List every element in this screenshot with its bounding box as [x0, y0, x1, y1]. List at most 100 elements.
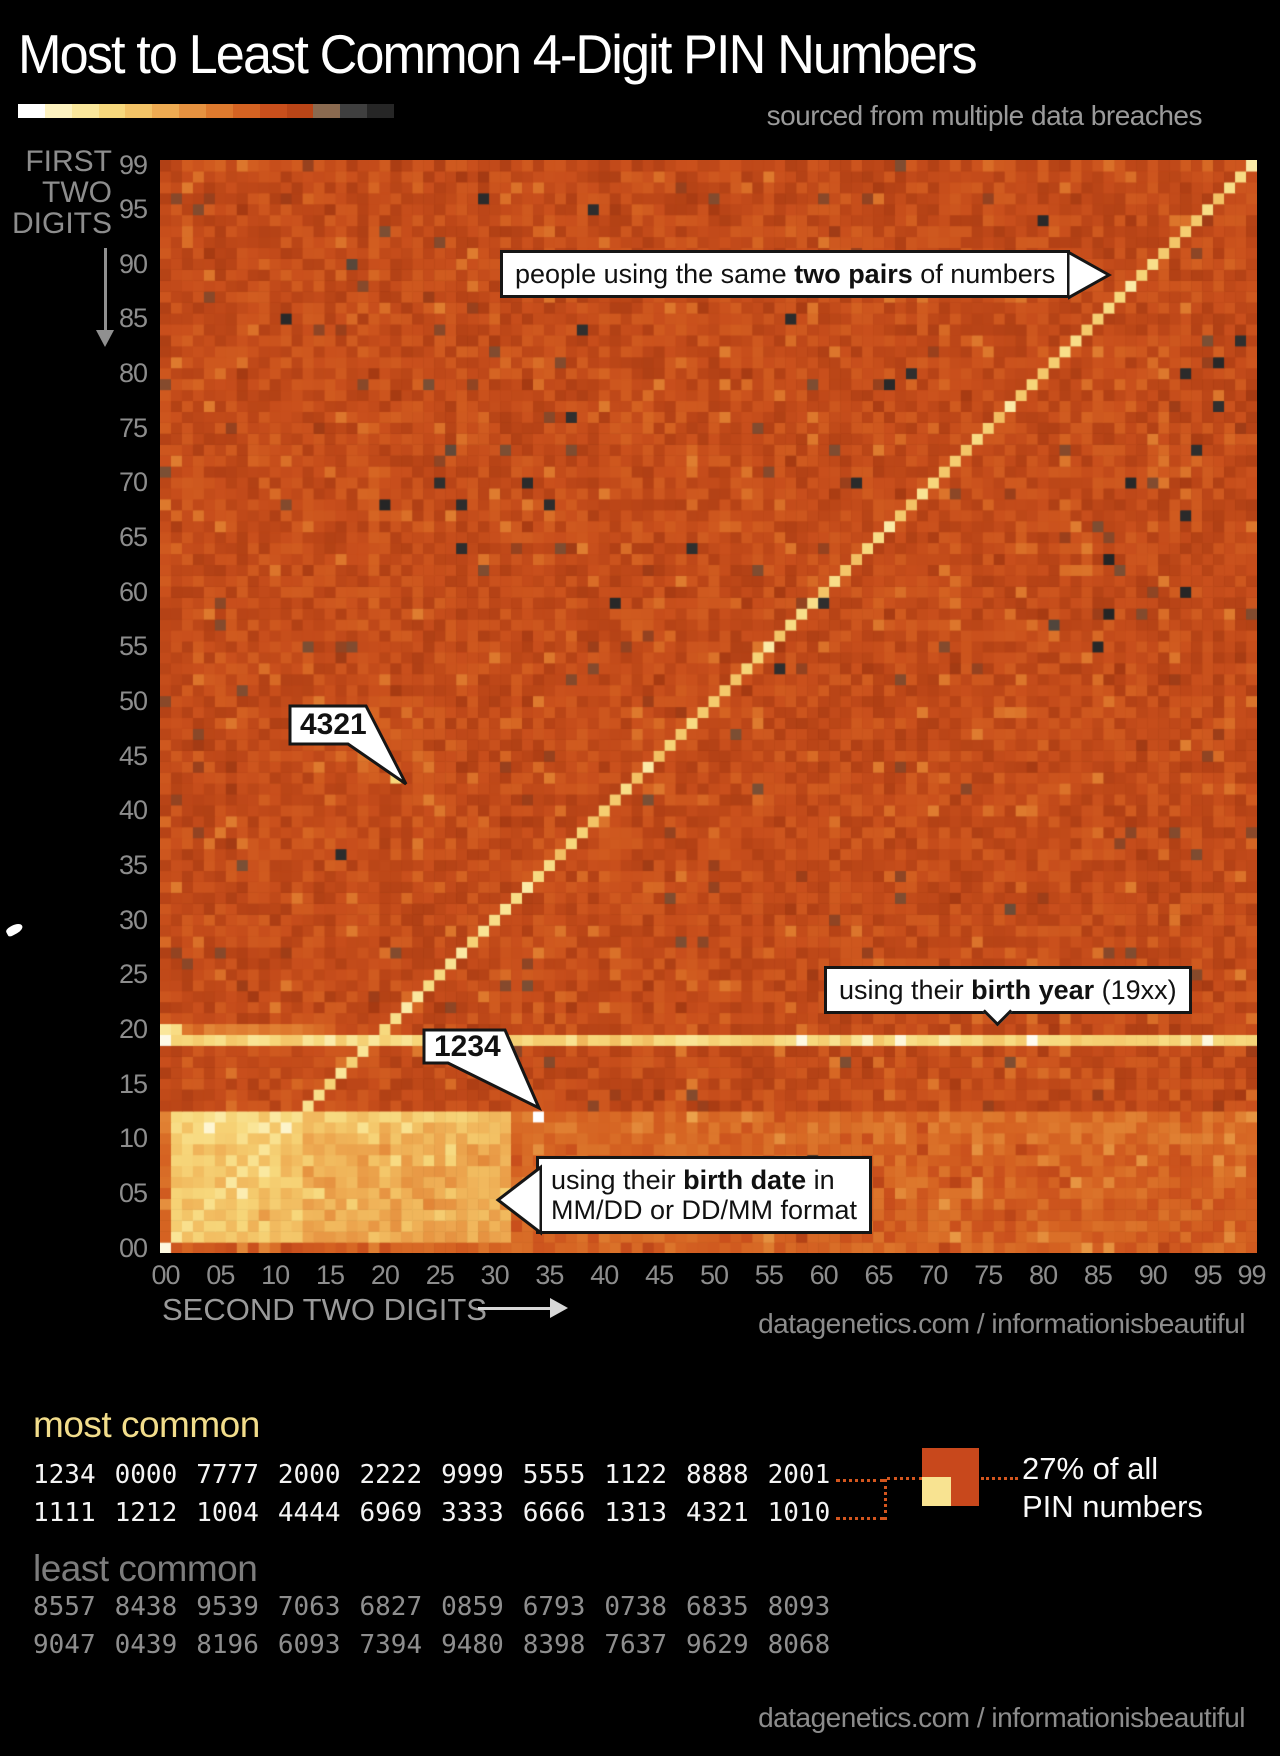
pin-value: 1313: [604, 1498, 667, 1528]
x-tick-label: 70: [919, 1260, 948, 1290]
pin-value: 2001: [767, 1460, 831, 1490]
callout-pointer-right-icon: [1068, 250, 1113, 300]
callout-birth-year: using their birth year (19xx): [824, 966, 1192, 1027]
pin-row: 1234 0000 7777 2000 2222 9999 5555 1122 8888 2001: [33, 1460, 849, 1498]
y-tick-label: 85: [118, 303, 148, 334]
legend-gradient-bar: [18, 104, 395, 118]
pin-value: 9999: [441, 1460, 504, 1490]
pin-value: 7777: [196, 1460, 259, 1490]
y-tick-label: 45: [118, 740, 148, 771]
pin-value: 8068: [767, 1630, 831, 1660]
pin-value: 3333: [441, 1498, 504, 1528]
pin-value: 4321: [686, 1498, 749, 1528]
y-tick-label: 10: [118, 1123, 148, 1154]
x-axis-arrowhead-icon: [550, 1298, 568, 1318]
x-tick-label: 50: [699, 1260, 729, 1290]
pin-value: 5555: [522, 1460, 586, 1490]
gradient-swatch: [179, 104, 207, 118]
y-tick-label: 50: [118, 686, 148, 717]
y-axis-title-line: FIRST: [25, 145, 112, 178]
pin-value: 2000: [277, 1460, 341, 1490]
pin-value: 0859: [441, 1592, 504, 1622]
y-tick-label: 80: [118, 358, 148, 389]
gradient-swatch: [232, 104, 260, 118]
pin-value: 8093: [767, 1592, 831, 1622]
y-tick-label: 00: [118, 1232, 148, 1263]
y-tick-label: 35: [118, 849, 148, 880]
pin-value: 9539: [196, 1592, 259, 1622]
pin-value: 0439: [114, 1630, 178, 1660]
y-tick-label: 55: [118, 631, 148, 662]
pin-value: 7394: [359, 1630, 423, 1660]
y-tick-label: 65: [118, 522, 148, 553]
y-axis-arrow: [104, 248, 107, 330]
x-tick-label: 25: [425, 1260, 455, 1290]
dotted-connector: [836, 1517, 884, 1520]
pin-value: 9480: [441, 1630, 504, 1660]
y-tick-label: 70: [118, 467, 148, 498]
dotted-connector: [981, 1477, 1018, 1480]
pin-value: 8557: [33, 1592, 96, 1622]
x-tick-label: 90: [1138, 1260, 1168, 1290]
callout-text: using their: [839, 975, 972, 1005]
pin-value: 7063: [277, 1592, 341, 1622]
y-tick-label: 99: [118, 150, 148, 181]
dotted-connector: [836, 1479, 884, 1482]
most-common-pin-list: 1234 0000 7777 2000 2222 9999 5555 1122 8888 2001…: [33, 1460, 849, 1536]
x-axis-title: SECOND TWO DIGITS: [162, 1292, 487, 1327]
x-tick-label: 95: [1193, 1260, 1223, 1290]
callout-text-line: MM/DD or DD/MM format: [551, 1195, 857, 1225]
pin-value: 2222: [359, 1460, 423, 1490]
callout-birth-date: using their birth date in MM/DD or DD/MM…: [495, 1156, 872, 1236]
x-tick-label: 55: [754, 1260, 784, 1290]
x-tick-label: 65: [864, 1260, 894, 1290]
dotted-connector: [887, 1477, 922, 1480]
footer-credit: datagenetics.com / informationisbeautifu…: [758, 1702, 1245, 1733]
pin-value: 1111: [33, 1498, 96, 1528]
callout-text-bold: birth year: [971, 975, 1095, 1005]
y-axis-title: FIRST TWO DIGITS: [0, 146, 112, 239]
dotted-connector: [884, 1479, 887, 1520]
callout-1234-label: 1234: [434, 1030, 501, 1063]
legend-27pct-text: 27% of all PIN numbers: [1022, 1450, 1203, 1526]
most-common-heading: most common: [33, 1404, 260, 1445]
y-tick-label: 90: [118, 248, 148, 279]
chart-credit: datagenetics.com / informationisbeautifu…: [758, 1308, 1245, 1339]
gradient-swatch: [313, 104, 341, 118]
x-axis-arrow: [478, 1307, 550, 1310]
x-tick-label: 99: [1237, 1260, 1266, 1290]
least-common-pin-list: 8557 8438 9539 7063 6827 0859 6793 0738 6835 8093…: [33, 1592, 849, 1668]
pin-value: 8438: [114, 1592, 178, 1622]
pin-value: 0000: [114, 1460, 178, 1490]
callout-text-bold: birth date: [683, 1165, 807, 1195]
gradient-swatch: [98, 104, 126, 118]
x-tick-label: 80: [1029, 1260, 1058, 1290]
pin-value: 8888: [686, 1460, 749, 1490]
pin-value: 1004: [196, 1498, 259, 1528]
x-tick-label: 20: [370, 1260, 400, 1290]
x-tick-label: 15: [316, 1260, 345, 1290]
x-tick-label: 40: [590, 1260, 619, 1290]
pin-value: 6835: [686, 1592, 749, 1622]
y-tick-label: 75: [118, 412, 148, 443]
subtitle: sourced from multiple data breaches: [766, 100, 1203, 131]
gradient-swatch: [259, 104, 287, 118]
gradient-swatch: [286, 104, 314, 118]
callout-text-line: using their birth date in: [551, 1165, 857, 1195]
legend-27pct-inner-square: [922, 1477, 951, 1506]
callout-text: using their: [551, 1165, 684, 1195]
pin-value: 1234: [33, 1460, 96, 1490]
x-tick-label: 05: [206, 1260, 235, 1290]
callout-1234-bubble: [422, 1028, 543, 1112]
pin-value: 1122: [604, 1460, 667, 1490]
pin-value: 8398: [522, 1630, 586, 1660]
callout-text: people using the same: [515, 259, 795, 289]
gradient-swatch: [340, 104, 368, 118]
y-axis-title-line: TWO: [42, 176, 112, 209]
gradient-swatch: [125, 104, 153, 118]
x-tick-label: 45: [645, 1260, 674, 1290]
pin-row: 8557 8438 9539 7063 6827 0859 6793 0738 6835 8093: [33, 1592, 849, 1630]
callout-text: (19xx): [1094, 975, 1177, 1005]
pin-value: 6827: [359, 1592, 423, 1622]
